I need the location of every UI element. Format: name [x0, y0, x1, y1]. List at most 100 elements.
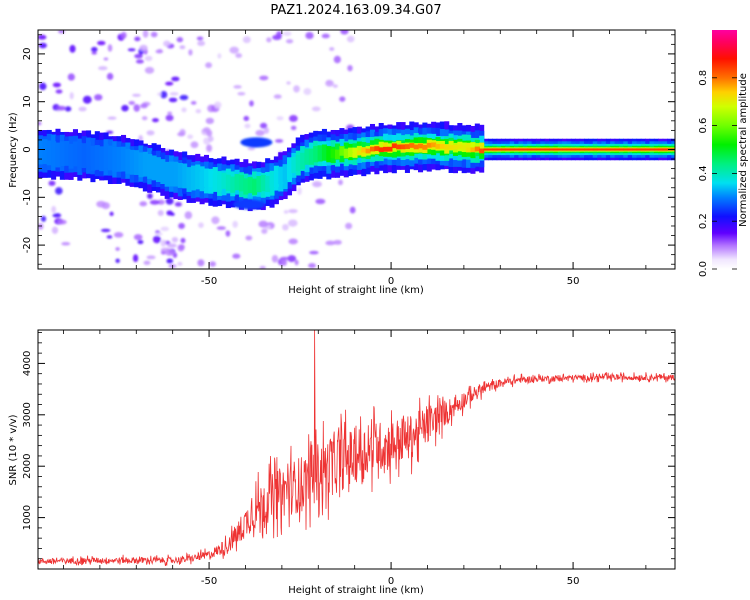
spectrogram-ridge-cell	[112, 146, 118, 172]
spectrogram-noise-cell	[168, 97, 178, 103]
spectrogram-ridge-cell	[618, 148, 624, 151]
spectrogram-ridge-cell	[597, 148, 603, 151]
spectrogram-ridge-cell	[295, 154, 301, 172]
spectrogram-ridge-cell	[640, 148, 646, 151]
spectrogram-noise-cell	[151, 118, 159, 123]
spectrogram-noise-cell	[137, 239, 144, 245]
snr-y-tick-label: 3000	[22, 402, 33, 427]
spectrogram-noise-cell	[128, 101, 136, 105]
spectrogram-ridge-cell	[518, 148, 524, 151]
spectrogram-noise-cell	[144, 55, 153, 62]
spectrogram-noise-cell	[149, 199, 160, 205]
spectrogram-ridge-cell	[99, 146, 105, 172]
spectrogram-ridge-cell	[391, 143, 397, 149]
spectrogram-ridge-cell	[321, 148, 327, 159]
spectrogram-noise-cell	[166, 258, 174, 264]
spectrogram-ridge-cell	[479, 148, 485, 154]
spectrogram-noise-cell	[109, 211, 114, 217]
spectrogram-noise-cell	[115, 258, 120, 264]
spectrogram-noise-cell	[52, 213, 62, 218]
spectrogram-noise-cell	[197, 40, 206, 47]
spectrogram-noise-cell	[289, 115, 298, 122]
spectrogram-ridge-cell	[151, 155, 157, 181]
spectrogram-ridge-cell	[86, 141, 92, 167]
spectrogram-noise-cell	[67, 73, 75, 81]
spectrogram-noise-cell	[245, 235, 253, 241]
spectrogram-ridge-cell	[404, 144, 410, 149]
colorbar-tick-label: 0.6	[698, 118, 709, 134]
spectrogram-noise-cell	[141, 116, 148, 121]
spectrogram-noise-cell	[206, 129, 213, 137]
spectrogram-noise-cell	[276, 31, 283, 39]
spectrogram-ridge-cell	[549, 148, 555, 151]
spectrogram-noise-cell	[97, 40, 106, 46]
spectrogram-ridge-cell	[269, 172, 275, 189]
spectrogram-noise-cell	[91, 46, 98, 52]
snr-panel: -50 0 50 1000 2000 3000 4000 Height of straigh…	[8, 329, 676, 596]
spectrogram-ridge-cell	[120, 146, 127, 172]
spectrogram-ridge-cell	[435, 144, 441, 149]
spectrogram-noise-cell	[146, 255, 156, 260]
spectrogram-ridge	[38, 121, 675, 212]
spectrogram-ridge-cell	[313, 146, 319, 163]
spectrogram-ridge-cell	[566, 148, 572, 151]
spectrogram-noise-cell	[38, 42, 47, 49]
spectrogram-ridge-cell	[570, 148, 576, 151]
spectrogram-noise-cell	[325, 80, 334, 87]
spectrogram-noise-cell	[288, 209, 298, 214]
spectrogram-x-tick-label: 50	[567, 276, 580, 287]
spectrogram-noise-cell	[48, 180, 56, 186]
spectrogram-ridge-cell	[173, 161, 179, 187]
spectrogram-noise-cell	[188, 49, 193, 56]
spectrogram-ridge-cell	[557, 148, 563, 151]
spectrogram-noise-cell	[160, 226, 170, 232]
spectrogram-ridge-cell	[243, 178, 249, 195]
spectrogram-noise-cell	[190, 101, 197, 105]
spectrogram-noise-cell	[243, 115, 250, 122]
spectrogram-noise-cell	[157, 92, 162, 96]
spectrogram-ridge-cell	[361, 147, 367, 153]
spectrogram-noise-cell	[249, 100, 254, 107]
spectrogram-noise-cell	[40, 215, 47, 222]
spectrogram-noise-cell	[217, 53, 222, 59]
spectrogram-ridge-cell	[610, 148, 616, 151]
spectrogram-ridge-cell	[487, 148, 493, 151]
spectrogram-ridge-cell	[59, 141, 65, 167]
spectrogram-ridge-cell	[125, 148, 131, 174]
spectrogram-ridge-cell	[291, 156, 297, 174]
spectrogram-noise-cell	[195, 108, 202, 114]
spectrogram-noise-cell	[347, 65, 353, 72]
spectrogram-ridge-cell	[605, 148, 611, 151]
spectrogram-ridge-cell	[38, 139, 44, 165]
spectrogram-ridge-cell	[584, 148, 590, 151]
spectrogram-noise-cell	[279, 256, 290, 260]
spectrogram-ridge-cell	[466, 147, 472, 153]
spectrogram-ridge-cell	[501, 148, 507, 151]
spectrogram-noise-cell	[152, 235, 161, 244]
spectrogram-noise-cell	[115, 247, 120, 251]
spectrogram-noise-cell	[286, 81, 291, 85]
spectrogram-noise-cell	[38, 121, 42, 126]
spectrogram-ridge-cell	[470, 142, 476, 152]
colorbar-gradient	[712, 30, 737, 269]
spectrogram-noise-cell	[147, 193, 153, 199]
spectrogram-secondary-feature	[233, 199, 266, 210]
spectrogram-ridge-cell	[129, 149, 135, 175]
spectrogram-noise-cell	[179, 94, 189, 101]
spectrogram-ridge-cell	[636, 148, 642, 151]
spectrogram-ridge-cell	[182, 163, 188, 189]
spectrogram-ridge-cell	[562, 148, 568, 151]
spectrogram-noise-cell	[346, 35, 355, 43]
spectrogram-ridge-cell	[142, 151, 148, 177]
spectrogram-noise-cell	[209, 261, 216, 267]
spectrogram-noise-cell	[61, 242, 71, 246]
spectrogram-ridge-cell	[138, 152, 144, 178]
spectrogram-noise-cell	[82, 95, 92, 104]
spectrogram-ridge-cell	[348, 148, 354, 154]
spectrogram-noise-cell	[69, 44, 76, 53]
spectrogram-ridge-cell	[522, 148, 528, 151]
spectrogram-ridge-cell	[426, 142, 432, 148]
spectrogram-noise-cell	[120, 31, 127, 39]
spectrogram-y-tick-label: -10	[22, 189, 33, 205]
spectrogram-x-tick-label: -50	[201, 276, 217, 287]
